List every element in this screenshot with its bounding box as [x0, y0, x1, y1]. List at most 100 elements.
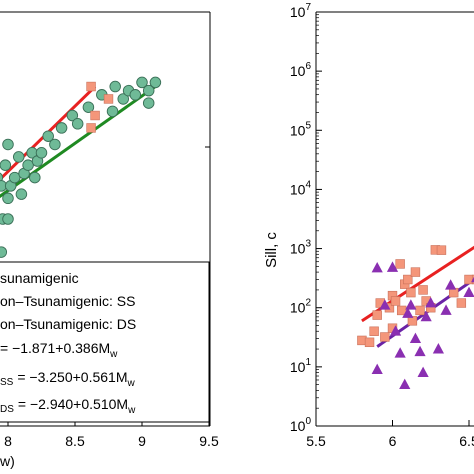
left-data-point [142, 97, 155, 109]
legend-fit-ds-eq: = −2.940+0.510M [18, 396, 128, 412]
right-ylabel: Sill, c [263, 232, 280, 268]
left-data-point [90, 110, 100, 121]
right-axes [315, 11, 474, 427]
right-ytick-base: 10 [290, 181, 306, 197]
right-data-point [409, 332, 422, 344]
right-data-point [414, 345, 426, 357]
right-ytick-base: 10 [290, 241, 306, 257]
legend-fit-ds-symbol-sub: DS [0, 404, 14, 415]
left-data-point [42, 130, 54, 142]
legend-fit-all-eq: = −1.871+0.386M [0, 340, 110, 356]
right-data-point [405, 299, 417, 310]
right-data-point [390, 296, 401, 306]
left-axes [0, 11, 211, 427]
left-data-point [2, 213, 14, 225]
left-data-point [149, 76, 162, 89]
left-x-ticks: 8 8.5 9 9.5 [4, 421, 219, 449]
right-data-point [417, 366, 429, 377]
left-data-point [103, 94, 114, 104]
left-data-point [106, 105, 119, 118]
left-data-point [0, 172, 4, 183]
left-xtick-label: 9 [138, 433, 146, 449]
left-data-point [0, 159, 12, 171]
right-ytick-base: 10 [290, 418, 306, 434]
right-data-point [372, 310, 382, 320]
right-data-point [399, 378, 411, 390]
left-data-point [71, 118, 84, 130]
right-ytick-exponent: 6 [305, 61, 311, 72]
right-data-point [463, 286, 474, 298]
legend-fit-ss-eq: = −3.250+0.561M [17, 369, 127, 385]
right-ytick-label: 107 [290, 2, 312, 20]
right-ytick-label: 101 [290, 357, 312, 375]
left-legend: sunamigenic on–Tsunamigenic: SS on–Tsuna… [0, 261, 210, 423]
right-ytick-label: 100 [290, 416, 312, 434]
right-ytick-exponent: 0 [305, 416, 311, 427]
left-xlabel: w) [0, 453, 15, 469]
legend-entry-ds: on–Tsunamigenic: DS [0, 316, 136, 332]
left-data-point [2, 192, 14, 205]
left-data-point [86, 123, 96, 133]
right-ytick-label: 104 [290, 179, 312, 197]
right-ytick-label: 106 [290, 61, 312, 79]
left-data-point [22, 159, 34, 171]
right-data-point [471, 276, 474, 283]
right-data-point [369, 326, 379, 336]
right-data-point [415, 305, 425, 316]
left-data-point [117, 93, 129, 105]
right-ytick-base: 10 [290, 122, 306, 138]
right-data-point [396, 305, 407, 316]
left-fit-line [0, 85, 157, 199]
right-x-ticks: 5.5 6 6.5 [306, 420, 474, 449]
right-data-point [379, 299, 391, 310]
legend-fit-ss-symbol-sub: SS [0, 377, 14, 388]
right-data-point [371, 261, 383, 273]
left-data-point [66, 109, 79, 122]
right-data-point [394, 347, 406, 358]
left-data-point [129, 89, 142, 101]
right-ytick-label: 103 [290, 239, 312, 257]
left-points [0, 76, 162, 308]
left-data-point [15, 188, 28, 200]
right-data-point [445, 279, 457, 290]
left-data-point [8, 171, 21, 184]
right-ytick-exponent: 3 [305, 239, 311, 250]
right-data-point [456, 298, 467, 308]
left-xtick-label: 8 [4, 433, 12, 449]
right-data-point [395, 259, 405, 269]
right-data-point [410, 267, 421, 277]
right-ytick-exponent: 2 [305, 298, 311, 309]
legend-entry-ss: on–Tsunamigenic: SS [0, 293, 135, 309]
right-ytick-base: 10 [290, 4, 306, 20]
right-points [357, 245, 474, 390]
left-fit-line [0, 85, 97, 182]
right-ytick-exponent: 5 [305, 120, 311, 131]
left-chart: 8 8.5 9 9.5 w) sunamigenic on–Tsunamigenic:… [0, 11, 219, 469]
right-xtick-label: 6 [389, 433, 397, 449]
right-data-point [402, 307, 414, 318]
right-data-point [432, 343, 444, 354]
right-ytick-label: 105 [290, 120, 312, 138]
legend-fit-ss: SS = −3.250+0.561Mw [0, 369, 136, 389]
right-data-point [386, 261, 399, 272]
right-xtick-label: 5.5 [306, 433, 326, 449]
left-xtick-label: 9.5 [199, 433, 219, 449]
right-data-point [389, 325, 402, 336]
legend-fit-ss-sub: w [127, 378, 136, 389]
left-data-point [55, 122, 68, 134]
legend-entry-tsunamigenic: sunamigenic [0, 270, 79, 286]
right-data-point [364, 337, 375, 348]
right-xtick-label: 6.5 [459, 433, 474, 449]
right-data-point [403, 274, 413, 285]
left-data-point [29, 171, 41, 184]
right-data-point [418, 285, 428, 295]
right-data-point [371, 363, 383, 374]
left-data-point [136, 76, 148, 89]
left-data-point [0, 246, 8, 258]
left-data-point [49, 138, 61, 151]
left-legend-box [0, 261, 210, 423]
right-data-point [436, 245, 447, 255]
